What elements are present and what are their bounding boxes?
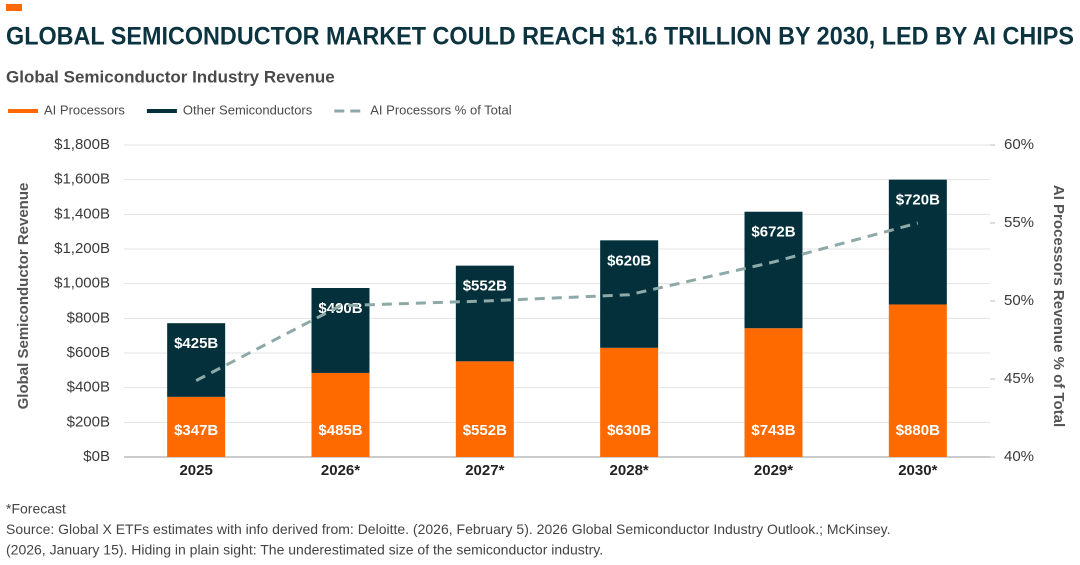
bar xyxy=(311,372,370,457)
y-tick-label: $1,000B xyxy=(54,275,110,292)
y2-tick-label: 55% xyxy=(1004,214,1034,231)
value-label: $347B xyxy=(174,422,218,439)
legend-swatch xyxy=(146,109,177,113)
y-tick-label: $1,800B xyxy=(54,136,110,153)
bar xyxy=(744,328,803,457)
value-label: $672B xyxy=(751,224,795,241)
notes: *Forecast Source: Global X ETFs estimates… xyxy=(6,501,890,558)
x-tick-label: 2025 xyxy=(179,462,212,479)
value-label: $425B xyxy=(174,335,218,352)
legend-label: AI Processors % of Total xyxy=(370,102,511,117)
legend-swatch xyxy=(8,109,38,113)
bar xyxy=(455,265,514,362)
value-label: $630B xyxy=(607,422,651,439)
value-label: $620B xyxy=(607,252,651,269)
y2-tick-label: 40% xyxy=(1004,448,1034,465)
y2-tick-label: 60% xyxy=(1004,136,1034,153)
chart-subtitle: Global Semiconductor Industry Revenue xyxy=(6,67,335,86)
y2-tick-label: 45% xyxy=(1004,370,1034,387)
value-label: $485B xyxy=(318,422,362,439)
note: Source: Global X ETFs estimates with inf… xyxy=(6,521,890,537)
x-tick-label: 2026* xyxy=(321,462,360,479)
value-label: $720B xyxy=(896,192,940,209)
chart-title: GLOBAL SEMICONDUCTOR MARKET COULD REACH … xyxy=(6,23,1074,51)
y-tick-label: $1,400B xyxy=(54,205,110,222)
x-tick-label: 2028* xyxy=(610,462,649,479)
bar xyxy=(167,323,226,397)
bar xyxy=(600,347,659,457)
value-label: $552B xyxy=(463,278,507,295)
accent-mark xyxy=(6,4,22,11)
y-tick-label: $1,200B xyxy=(54,240,110,257)
x-tick-label: 2030* xyxy=(898,462,937,479)
bar xyxy=(744,211,803,329)
legend-label: Other Semiconductors xyxy=(183,102,313,117)
bar xyxy=(455,361,514,457)
x-tick-label: 2029* xyxy=(754,462,793,479)
value-label: $552B xyxy=(463,422,507,439)
value-label: $743B xyxy=(751,422,795,439)
bar xyxy=(311,288,370,373)
y-tick-label: $600B xyxy=(67,344,110,361)
x-tick-label: 2027* xyxy=(465,462,504,479)
note: (2026, January 15). Hiding in plain sigh… xyxy=(6,542,603,558)
line xyxy=(195,221,919,382)
y-axis-title: Global Semiconductor Revenue xyxy=(15,183,32,410)
y-tick-label: $1,600B xyxy=(54,171,110,188)
bar xyxy=(167,396,226,457)
y-tick-label: $200B xyxy=(67,413,110,430)
bar xyxy=(888,304,947,457)
y-tick-label: $400B xyxy=(67,379,110,396)
y2-tick-label: 50% xyxy=(1004,292,1034,309)
note: *Forecast xyxy=(6,501,66,517)
value-label: $880B xyxy=(896,422,940,439)
y-tick-label: $0B xyxy=(83,448,110,465)
bar xyxy=(888,179,947,305)
y2-axis-title: AI Processors Revenue % of Total xyxy=(1050,185,1067,427)
legend-label: AI Processors xyxy=(44,102,125,117)
y-tick-label: $800B xyxy=(67,309,110,326)
